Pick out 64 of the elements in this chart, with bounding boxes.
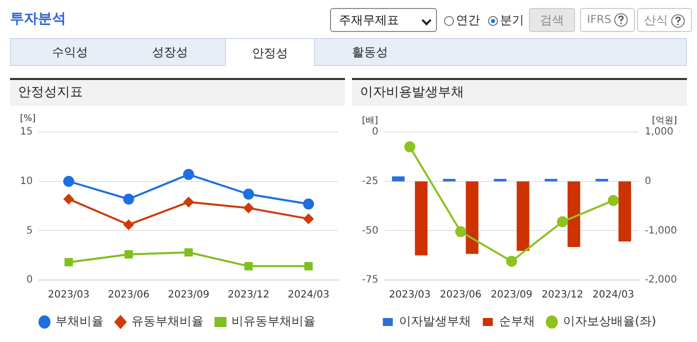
point (183, 168, 194, 180)
y-tick-label: 5 (26, 225, 33, 236)
y-tick-label: 0 (26, 274, 33, 286)
x-tick-label: 2023/06 (108, 290, 150, 301)
y-tick-label: -25 (362, 176, 378, 187)
point (124, 250, 133, 259)
point (63, 176, 74, 187)
point (124, 220, 134, 230)
point (506, 256, 518, 267)
text: 활동성 (351, 44, 389, 61)
point (556, 216, 568, 228)
point (608, 194, 619, 206)
point (455, 226, 466, 238)
y2-tick-label: 1,000 (644, 126, 674, 138)
legend-label: 이자보상배율(좌) (562, 314, 656, 328)
text: 산식 (637, 8, 692, 32)
x-tick-label: 2024/03 (592, 290, 634, 301)
chart-title: 이자비용발생부채 (352, 80, 687, 106)
x-tick-label: 2023/03 (48, 290, 90, 301)
point (304, 214, 314, 224)
point (244, 202, 254, 213)
text: 안정성 (225, 38, 315, 66)
text: 성장성 (151, 44, 189, 61)
point (64, 194, 74, 204)
text: 수익성 (51, 44, 89, 61)
legend-label: 유동부채비율 (132, 314, 204, 328)
point (303, 198, 314, 210)
point (304, 262, 313, 270)
x-tick-label: 2023/09 (490, 290, 532, 301)
x-tick-label: 2023/12 (542, 290, 584, 301)
y2-axis-title: [억원] (652, 115, 677, 127)
legend-label: 비유동부채비율 (232, 314, 316, 328)
y-tick-label: 0 (372, 126, 378, 138)
point (64, 258, 73, 266)
x-tick-label: 2024/03 (288, 290, 330, 301)
point (184, 248, 193, 257)
text: 투자분석 (10, 10, 66, 28)
legend-label: 이자발생부채 (398, 314, 471, 328)
y2-tick-label: 0 (644, 176, 652, 187)
legend-label: 부채비율 (56, 314, 104, 328)
text: 연간 (455, 12, 480, 29)
y-tick-label: 15 (20, 126, 33, 138)
y-tick-label: -75 (362, 274, 378, 286)
y-axis-title: [%] (20, 114, 36, 124)
y-axis-title: [배] (362, 115, 378, 127)
text: 검색 (529, 8, 575, 32)
text: 분기 (499, 12, 524, 29)
point (243, 188, 254, 200)
x-tick-label: 2023/03 (389, 290, 431, 301)
point (244, 262, 253, 270)
legend-label: 순부채 (498, 314, 535, 328)
y-tick-label: -50 (362, 225, 378, 236)
point (123, 194, 134, 205)
x-tick-label: 2023/09 (168, 290, 210, 301)
y2-tick-label: -2,000 (644, 274, 678, 286)
point (184, 197, 194, 208)
text: IFRS (580, 8, 636, 32)
y-tick-label: 10 (20, 176, 33, 187)
text: 주재무제표 (330, 8, 437, 32)
y2-tick-label: -1,000 (644, 225, 678, 236)
chart-title: 안정성지표 (10, 80, 345, 106)
x-tick-label: 2023/06 (440, 290, 482, 301)
point (404, 141, 416, 152)
x-tick-label: 2023/12 (228, 290, 270, 301)
